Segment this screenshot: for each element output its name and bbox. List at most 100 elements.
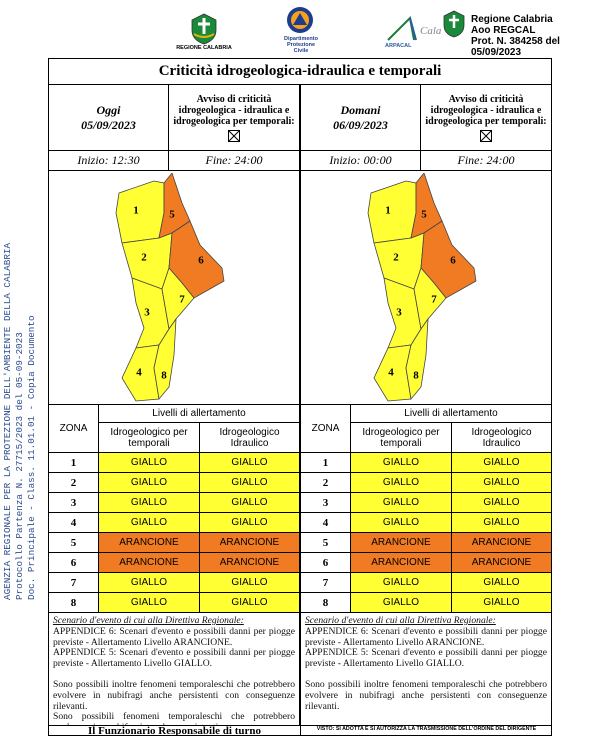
protocol: Regione Calabria Aoo REGCAL Prot. N. 384… xyxy=(471,14,600,58)
map-zone-label: 4 xyxy=(388,367,394,379)
zone-map: 1 2 3 4 5 6 7 8 xyxy=(367,173,477,402)
map-zone-label: 8 xyxy=(413,370,419,382)
notice-cell: Avviso di criticità idrogeologica - idra… xyxy=(420,84,552,151)
start-time: Inizio: 00:00 xyxy=(300,150,421,171)
level-cell: GIALLO xyxy=(451,512,552,533)
level-cell: GIALLO xyxy=(451,452,552,473)
zone-header: ZONA xyxy=(300,404,351,453)
notes-heading: Scenario d'evento di cui alla Direttiva … xyxy=(305,615,496,626)
levels-header: Livelli di allertamento xyxy=(350,404,552,423)
map-zone-label: 1 xyxy=(133,205,139,217)
zone-id: 4 xyxy=(48,512,99,533)
level-cell: ARANCIONE xyxy=(98,552,200,573)
bulletin-title: Criticità idrogeologica-idraulica e temp… xyxy=(48,58,552,85)
day-date: 06/09/2023 xyxy=(333,117,388,132)
level-cell: GIALLO xyxy=(98,492,200,513)
logo-label: Dipartimento Protezione Civile xyxy=(284,36,318,54)
zone-id: 1 xyxy=(300,452,351,473)
level-cell: GIALLO xyxy=(98,572,200,593)
zone-id: 5 xyxy=(48,532,99,553)
zone-id: 4 xyxy=(300,512,351,533)
day-label: Domani xyxy=(340,102,381,117)
side-stamp: AGENZIA REGIONALE PER LA PROTEZIONE DELL… xyxy=(2,240,38,600)
stamp-line: Doc. Principale - Class. 11.01.01 - Copi… xyxy=(26,315,37,600)
footer-right: VISTO: SI ADOTTA E SI AUTORIZZA LA TRASM… xyxy=(300,725,552,736)
map-zone-label: 7 xyxy=(431,294,437,306)
level-cell: ARANCIONE xyxy=(350,552,452,573)
map-zone-label: 5 xyxy=(169,209,175,221)
zone-id: 3 xyxy=(48,492,99,513)
logo-label: REGIONE CALABRIA xyxy=(176,45,232,51)
map-zone-label: 2 xyxy=(141,252,147,264)
level-cell: GIALLO xyxy=(451,592,552,613)
zone-id: 2 xyxy=(300,472,351,493)
map-zone-label: 6 xyxy=(198,255,204,267)
map-zone xyxy=(115,180,165,244)
level-cell: ARANCIONE xyxy=(451,552,552,573)
level-cell: GIALLO xyxy=(98,452,200,473)
date-cell: Oggi 05/09/2023 xyxy=(48,84,169,151)
notice-text: Avviso di criticità idrogeologica - idra… xyxy=(425,93,547,127)
level-cell: GIALLO xyxy=(350,452,452,473)
end-time: Fine: 24:00 xyxy=(168,150,300,171)
zone-id: 6 xyxy=(300,552,351,573)
column-header: Idrogeologico per temporali xyxy=(350,422,452,453)
logo-arpacal: Cala xyxy=(387,15,442,41)
logo-regione xyxy=(191,13,217,45)
level-cell: ARANCIONE xyxy=(98,532,200,553)
level-cell: GIALLO xyxy=(350,472,452,493)
zone-id: 3 xyxy=(300,492,351,513)
level-cell: GIALLO xyxy=(98,512,200,533)
level-cell: GIALLO xyxy=(199,472,300,493)
level-cell: ARANCIONE xyxy=(199,532,300,553)
end-time: Fine: 24:00 xyxy=(420,150,552,171)
column-header: Idrogeologico per temporali xyxy=(98,422,200,453)
footer-left: Il Funzionario Responsabile di turno xyxy=(48,725,300,736)
checkbox xyxy=(228,129,240,142)
logo-regcal xyxy=(443,10,465,38)
level-cell: GIALLO xyxy=(451,572,552,593)
logo-label: ARPACAL xyxy=(385,43,412,49)
zone-id: 1 xyxy=(48,452,99,473)
level-cell: ARANCIONE xyxy=(350,532,452,553)
column-header: Idrogeologico Idraulico xyxy=(451,422,552,453)
notes-line: Sono possibili inoltre fenomeni temporal… xyxy=(305,678,547,712)
level-cell: GIALLO xyxy=(350,512,452,533)
level-cell: GIALLO xyxy=(199,512,300,533)
zone-id: 8 xyxy=(48,592,99,613)
zone-id: 2 xyxy=(48,472,99,493)
level-cell: GIALLO xyxy=(98,472,200,493)
notice-text: Avviso di criticità idrogeologica - idra… xyxy=(173,93,295,127)
notes-line: APPENDICE 5: Scenari d'evento e possibil… xyxy=(305,647,547,670)
day-label: Oggi xyxy=(96,102,121,117)
zone-map: 1 2 3 4 5 6 7 8 xyxy=(115,173,225,402)
zone-id: 7 xyxy=(300,572,351,593)
map-zone-label: 8 xyxy=(161,370,167,382)
logo-protezione-civile xyxy=(287,7,313,33)
map-zone-label: 1 xyxy=(385,205,391,217)
notes-line: APPENDICE 5: Scenari d'evento e possibil… xyxy=(53,647,295,670)
start-time: Inizio: 12:30 xyxy=(48,150,169,171)
notes: Scenario d'evento di cui alla Direttiva … xyxy=(48,612,300,726)
map-zone-label: 5 xyxy=(421,209,427,221)
zone-id: 6 xyxy=(48,552,99,573)
zone-id: 7 xyxy=(48,572,99,593)
notes: Scenario d'evento di cui alla Direttiva … xyxy=(300,612,552,726)
svg-text:Cala: Cala xyxy=(420,25,442,37)
map-zone-label: 2 xyxy=(393,252,399,264)
level-cell: GIALLO xyxy=(199,592,300,613)
zone-id: 5 xyxy=(300,532,351,553)
level-cell: GIALLO xyxy=(350,592,452,613)
logo-band: Cala xyxy=(191,7,465,45)
notes-line: Sono possibili fenomeni temporaleschi ch… xyxy=(53,711,295,725)
level-cell: GIALLO xyxy=(199,572,300,593)
level-cell: GIALLO xyxy=(199,452,300,473)
map-zone-label: 7 xyxy=(179,294,185,306)
checkbox xyxy=(480,129,492,142)
map-zone-label: 6 xyxy=(450,255,456,267)
protocol-line: Prot. N. 384258 del 05/09/2023 xyxy=(471,36,560,58)
level-cell: ARANCIONE xyxy=(199,552,300,573)
notes-line: APPENDICE 6: Scenari d'evento e possibil… xyxy=(305,625,547,648)
stamp-line: AGENZIA REGIONALE PER LA PROTEZIONE DELL… xyxy=(2,242,13,600)
zone-id: 8 xyxy=(300,592,351,613)
